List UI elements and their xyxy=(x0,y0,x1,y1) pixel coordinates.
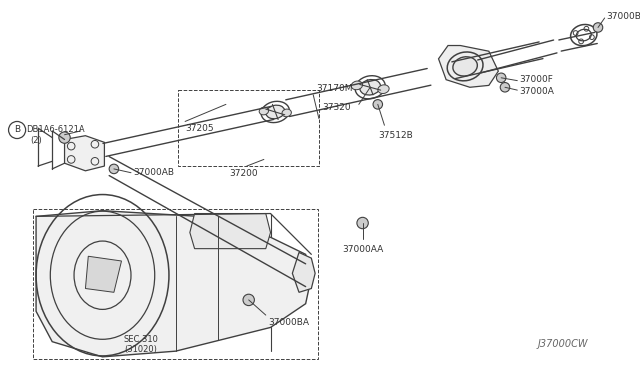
Ellipse shape xyxy=(351,81,362,90)
Text: 37000AA: 37000AA xyxy=(342,245,383,254)
Circle shape xyxy=(593,23,603,32)
Text: 37512B: 37512B xyxy=(378,131,413,140)
Polygon shape xyxy=(85,256,122,292)
Text: B: B xyxy=(14,125,20,135)
Circle shape xyxy=(373,100,383,109)
Ellipse shape xyxy=(453,57,477,76)
Polygon shape xyxy=(65,136,104,171)
Text: DB1A6-6121A: DB1A6-6121A xyxy=(27,125,85,135)
Ellipse shape xyxy=(266,105,285,119)
Ellipse shape xyxy=(360,80,381,95)
Text: (31020): (31020) xyxy=(124,345,157,354)
Ellipse shape xyxy=(378,85,389,93)
Polygon shape xyxy=(190,214,271,248)
Text: (2): (2) xyxy=(30,136,42,145)
Circle shape xyxy=(500,83,509,92)
Circle shape xyxy=(243,294,254,306)
Ellipse shape xyxy=(453,57,477,76)
Text: 37200: 37200 xyxy=(230,169,259,178)
Text: SEC.310: SEC.310 xyxy=(123,335,158,344)
Circle shape xyxy=(109,164,118,174)
Text: 37205: 37205 xyxy=(185,124,214,133)
Text: 37000AB: 37000AB xyxy=(133,168,174,177)
Circle shape xyxy=(497,73,506,83)
Text: 37000F: 37000F xyxy=(519,75,553,84)
Ellipse shape xyxy=(442,60,454,69)
Ellipse shape xyxy=(259,107,269,115)
Ellipse shape xyxy=(282,109,291,117)
Bar xyxy=(179,90,319,166)
Text: 37000B: 37000B xyxy=(607,12,640,20)
Text: 37320: 37320 xyxy=(323,103,351,112)
Circle shape xyxy=(59,132,70,143)
Polygon shape xyxy=(438,45,499,87)
Circle shape xyxy=(357,217,368,229)
Text: 37000A: 37000A xyxy=(519,87,554,96)
Text: 37000BA: 37000BA xyxy=(269,318,310,327)
Ellipse shape xyxy=(476,64,489,73)
Polygon shape xyxy=(36,211,311,357)
Text: 37170M: 37170M xyxy=(316,84,353,93)
Bar xyxy=(33,209,318,359)
Text: J37000CW: J37000CW xyxy=(538,339,589,349)
Polygon shape xyxy=(292,253,315,292)
